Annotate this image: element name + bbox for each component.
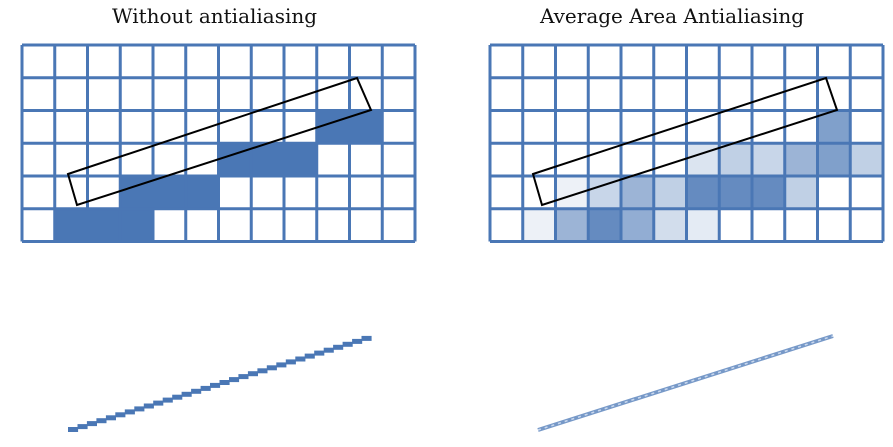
aliased-preview-step (314, 350, 325, 356)
aliased-preview-step (181, 391, 192, 397)
pixel-cell (686, 208, 720, 242)
pixel-cell (719, 176, 752, 209)
pixel-cell (719, 143, 752, 176)
pixel-cell (522, 208, 556, 242)
aliased-preview-step (266, 365, 277, 371)
aliased-preview-step (162, 397, 173, 403)
aliased-preview-step (276, 362, 287, 368)
pixel-cell (218, 143, 252, 176)
pixel-cell (251, 143, 284, 176)
pixel-cell (621, 176, 654, 209)
pixel-cell (850, 143, 883, 176)
panel-title-without-antialiasing: Without antialiasing (112, 4, 318, 28)
aliased-preview-step (285, 359, 296, 365)
pixel-cell (284, 143, 317, 176)
aliased-preview-step (153, 400, 164, 406)
panel-title-average-area-antialiasing: Average Area Antialiasing (540, 4, 805, 28)
aliased-preview-step (257, 368, 268, 374)
aliased-preview-step (191, 388, 202, 394)
aliased-preview-step (352, 338, 363, 344)
aliased-preview-step (219, 380, 230, 385)
pixel-cell (54, 208, 88, 242)
pixel-cell (621, 208, 654, 242)
aliased-preview-step (68, 427, 79, 432)
pixel-cell (555, 208, 589, 242)
aliased-preview-step (333, 344, 344, 350)
aliased-preview-step (134, 406, 145, 412)
pixel-cell (752, 143, 785, 176)
ideal-line-outline (66, 76, 373, 207)
aliased-preview-step (323, 347, 334, 353)
pixel-cell (185, 176, 219, 209)
aliased-preview-step (96, 418, 107, 424)
pixel-cell (120, 208, 153, 242)
pixel-cell (686, 143, 720, 176)
aliased-preview-step (143, 403, 154, 409)
pixel-cell (817, 143, 851, 176)
aliased-preview-step (229, 377, 240, 383)
aliased-preview-step (247, 371, 258, 377)
pixel-cell (784, 143, 818, 176)
aliased-preview-step (124, 409, 135, 415)
aliased-preview-step (304, 353, 315, 359)
aliased-preview-step (210, 382, 221, 388)
antialiased-preview-texture (537, 335, 834, 431)
aliased-preview-step (86, 421, 97, 427)
pixel-cell (153, 176, 186, 209)
aliased-preview-step (295, 356, 306, 362)
pixel-cell (686, 176, 720, 209)
pixel-cell (120, 176, 153, 209)
pixel-cell (653, 176, 687, 209)
aliased-preview-step (105, 415, 116, 421)
aliased-preview-step (361, 335, 372, 341)
pixel-cell (87, 208, 121, 242)
pixel-cell (316, 110, 350, 144)
pixel-cell (784, 176, 818, 209)
aliased-preview-step (77, 424, 88, 430)
aliased-preview-step (115, 412, 126, 418)
pixel-cell (653, 208, 687, 242)
ideal-line-outline (531, 76, 839, 207)
pixel-cell (752, 176, 785, 209)
pixel-cell (588, 208, 621, 242)
aliased-preview-step (172, 394, 183, 400)
aliased-preview-step (342, 341, 353, 347)
pixel-cell (817, 110, 851, 144)
aliased-preview-step (200, 385, 211, 391)
aliased-preview-step (238, 374, 249, 380)
